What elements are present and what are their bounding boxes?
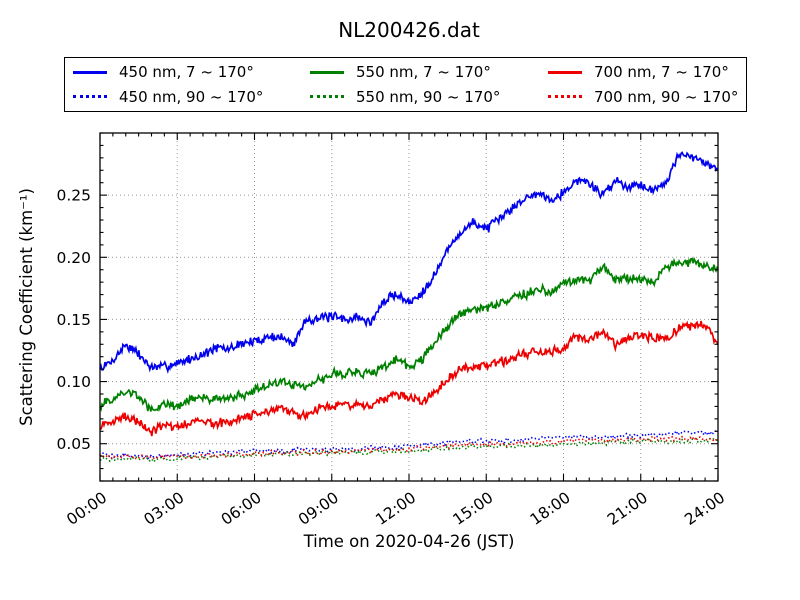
x-tick-label: 21:00	[604, 489, 651, 529]
legend-line-sample-450nm-dotted	[73, 95, 107, 99]
y-tick-label: 0.10	[56, 373, 91, 391]
legend-column: 450 nm, 7 ~ 170° 450 nm, 90 ~ 170°	[73, 60, 310, 109]
legend-column: 550 nm, 7 ~ 170° 550 nm, 90 ~ 170°	[310, 60, 548, 109]
x-tick-label: 09:00	[295, 489, 342, 529]
legend-entry: 450 nm, 90 ~ 170°	[73, 85, 310, 109]
y-tick-label: 0.20	[56, 249, 91, 267]
series-line-2	[99, 256, 719, 412]
series-line-5	[99, 437, 719, 464]
series-line-4	[99, 429, 719, 460]
chart-title: NL200426.dat	[338, 18, 480, 42]
plot-frame	[99, 132, 719, 482]
legend-entry: 700 nm, 90 ~ 170°	[548, 85, 746, 109]
legend-column: 700 nm, 7 ~ 170° 700 nm, 90 ~ 170°	[548, 60, 746, 109]
legend-line-sample-450nm-solid	[73, 70, 107, 74]
legend-line-sample-550nm-solid	[310, 70, 344, 74]
legend: 450 nm, 7 ~ 170° 450 nm, 90 ~ 170° 550 n…	[64, 57, 747, 112]
legend-line-sample-700nm-solid	[548, 70, 582, 74]
legend-entry-label: 700 nm, 7 ~ 170°	[594, 63, 729, 82]
legend-line-sample-550nm-dotted	[310, 95, 344, 99]
legend-entry-label: 550 nm, 90 ~ 170°	[356, 87, 501, 106]
legend-entry-label: 550 nm, 7 ~ 170°	[356, 63, 491, 82]
series-line-3	[100, 320, 719, 437]
x-tick-label: 15:00	[450, 489, 497, 529]
legend-entry: 450 nm, 7 ~ 170°	[73, 60, 310, 84]
legend-entry: 550 nm, 90 ~ 170°	[310, 85, 548, 109]
y-tick-labels: 0.05 0.10 0.15 0.20 0.25	[56, 187, 91, 454]
legend-entry: 700 nm, 7 ~ 170°	[548, 60, 746, 84]
x-tick-label: 06:00	[218, 489, 265, 529]
y-tick-label: 0.15	[56, 311, 91, 329]
x-tick-label: 00:00	[63, 489, 110, 529]
x-tick-label: 18:00	[527, 489, 574, 529]
y-axis-label: Scattering Coefficient (km⁻¹)	[17, 188, 36, 426]
x-axis-label: Time on 2020-04-26 (JST)	[303, 532, 515, 551]
legend-entry-label: 700 nm, 90 ~ 170°	[594, 87, 739, 106]
series-line-1	[99, 151, 719, 374]
legend-entry-label: 450 nm, 90 ~ 170°	[119, 87, 264, 106]
legend-entry: 550 nm, 7 ~ 170°	[310, 60, 548, 84]
x-tick-label: 12:00	[372, 489, 419, 529]
legend-entry-label: 450 nm, 7 ~ 170°	[119, 63, 254, 82]
legend-line-sample-700nm-dotted	[548, 95, 582, 99]
x-tick-label: 03:00	[141, 489, 188, 529]
gridlines	[100, 133, 718, 481]
x-tick-label: 24:00	[681, 489, 728, 529]
data-series	[99, 151, 719, 464]
series-line-6	[99, 435, 719, 461]
y-tick-label: 0.05	[56, 435, 91, 453]
y-tick-label: 0.25	[56, 187, 91, 205]
x-tick-labels: 00:00 03:00 06:00 09:00 12:00 15:00 18:00 21:00…	[63, 489, 728, 529]
